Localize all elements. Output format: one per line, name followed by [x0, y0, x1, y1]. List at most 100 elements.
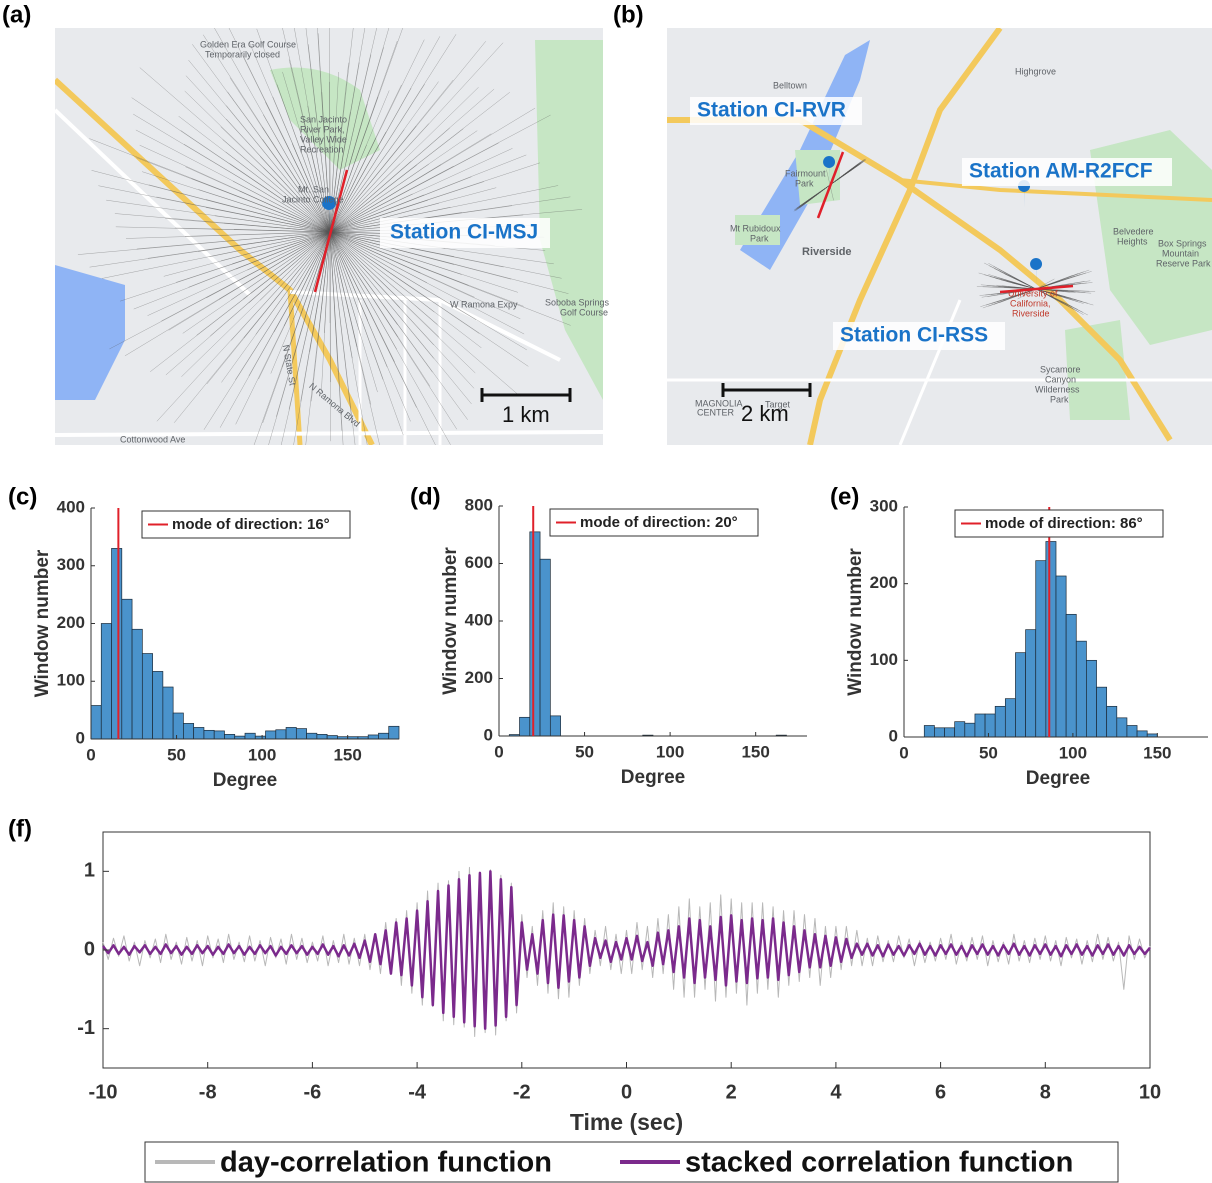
bar	[317, 734, 327, 739]
x-tick-label: -4	[408, 1081, 427, 1103]
x-tick-label: 150	[741, 742, 769, 761]
y-tick-label: 100	[870, 650, 898, 669]
bar	[1097, 687, 1107, 737]
page: {"panels": ["(a)", "(b)", "(c)", "(d)", …	[0, 0, 1212, 1183]
bar	[1107, 706, 1117, 737]
y-tick-label: 600	[465, 553, 493, 572]
bar	[204, 730, 214, 739]
bar	[1005, 699, 1015, 737]
x-tick-label: 100	[248, 745, 276, 764]
y-tick-label: 100	[57, 671, 85, 690]
x-tick-label: 50	[575, 742, 594, 761]
map-label: River Park,	[300, 124, 345, 134]
legend-label: stacked correlation function	[685, 1147, 1073, 1179]
map-label: Jacinto College	[282, 194, 344, 204]
plot-frame	[103, 832, 1150, 1068]
map-label: Soboba Springs	[545, 297, 610, 307]
x-tick-label: 100	[656, 742, 684, 761]
x-tick-label: -10	[89, 1081, 118, 1103]
bar	[307, 733, 317, 739]
bar	[163, 687, 173, 739]
bar	[1127, 726, 1137, 738]
panel-label: (f)	[8, 815, 32, 842]
bar	[1117, 718, 1127, 737]
map-label: Golden Era Golf Course	[200, 39, 296, 49]
bar	[995, 706, 1005, 737]
map-label: Park	[795, 178, 814, 188]
y-tick-label: 1	[84, 860, 95, 882]
map-label: W Ramona Expy	[450, 299, 518, 309]
y-tick-label: 400	[465, 610, 493, 629]
map-label: Park	[750, 233, 769, 243]
x-tick-label: 100	[1059, 743, 1087, 762]
station-label: Station CI-RSS	[840, 324, 988, 347]
bar	[1056, 576, 1066, 737]
y-tick-label: 300	[57, 555, 85, 574]
bar	[550, 716, 560, 736]
panel-label: (a)	[2, 1, 31, 28]
bar	[1066, 614, 1076, 737]
figure: Golden Era Golf Course Temporarily close…	[0, 0, 1212, 1183]
y-tick-label: 0	[76, 728, 85, 747]
map-label: Belvedere	[1113, 226, 1154, 236]
y-tick-label: 200	[870, 573, 898, 592]
x-tick-label: 0	[899, 743, 908, 762]
bar	[934, 728, 944, 737]
bar	[1086, 660, 1096, 737]
bar	[1046, 542, 1056, 738]
bar	[266, 731, 276, 739]
bar	[153, 671, 163, 739]
bar	[1076, 641, 1086, 737]
map-label: California,	[1010, 298, 1051, 308]
map-label: Riverside	[802, 246, 852, 258]
map-label: Mt. San	[298, 184, 329, 194]
bar	[173, 713, 183, 739]
bar	[224, 734, 234, 739]
bar	[296, 729, 306, 739]
map-label: Riverside	[1012, 308, 1050, 318]
map-label: Belltown	[773, 80, 807, 90]
bar	[101, 624, 111, 740]
bar	[955, 722, 965, 737]
y-tick-label: 200	[465, 668, 493, 687]
y-axis-label: Window number	[440, 547, 461, 695]
x-tick-label: 0	[86, 745, 95, 764]
station-label: Station CI-RVR	[697, 99, 846, 122]
map-label: Fairmount	[785, 168, 826, 178]
bar	[530, 532, 540, 736]
bar	[975, 714, 985, 737]
x-tick-label: 2	[726, 1081, 737, 1103]
panel-label: (b)	[613, 1, 644, 28]
legend-label: mode of direction: 20°	[580, 514, 738, 531]
x-tick-label: 50	[979, 743, 998, 762]
bar	[91, 706, 101, 739]
y-tick-label: 0	[84, 938, 95, 960]
legend-label: mode of direction: 86°	[985, 515, 1143, 532]
legend-label: mode of direction: 16°	[172, 516, 330, 533]
bar	[276, 730, 286, 739]
map-label: Heights	[1117, 236, 1148, 246]
bar	[194, 727, 204, 739]
map-label: Sycamore	[1040, 364, 1081, 374]
panel-label: (c)	[8, 483, 37, 510]
bar	[132, 629, 142, 739]
bar	[520, 717, 530, 736]
scale-label: 1 km	[502, 402, 550, 427]
map-label: Wilderness	[1035, 384, 1080, 394]
x-tick-label: 10	[1139, 1081, 1161, 1103]
map-label: University of	[1008, 288, 1058, 298]
x-axis-label: Time (sec)	[570, 1109, 683, 1135]
bar	[1026, 630, 1036, 737]
y-axis-label: Window number	[32, 549, 53, 697]
x-tick-label: -8	[199, 1081, 217, 1103]
y-tick-label: 200	[57, 613, 85, 632]
y-tick-label: 800	[465, 495, 493, 514]
y-tick-label: 0	[889, 726, 898, 745]
map-label: Golf Course	[560, 307, 608, 317]
bar	[327, 736, 337, 739]
x-tick-label: 150	[333, 745, 361, 764]
map-label: CENTER	[697, 407, 735, 417]
x-tick-label: 6	[935, 1081, 946, 1103]
bar	[122, 599, 132, 739]
x-tick-label: 0	[621, 1081, 632, 1103]
